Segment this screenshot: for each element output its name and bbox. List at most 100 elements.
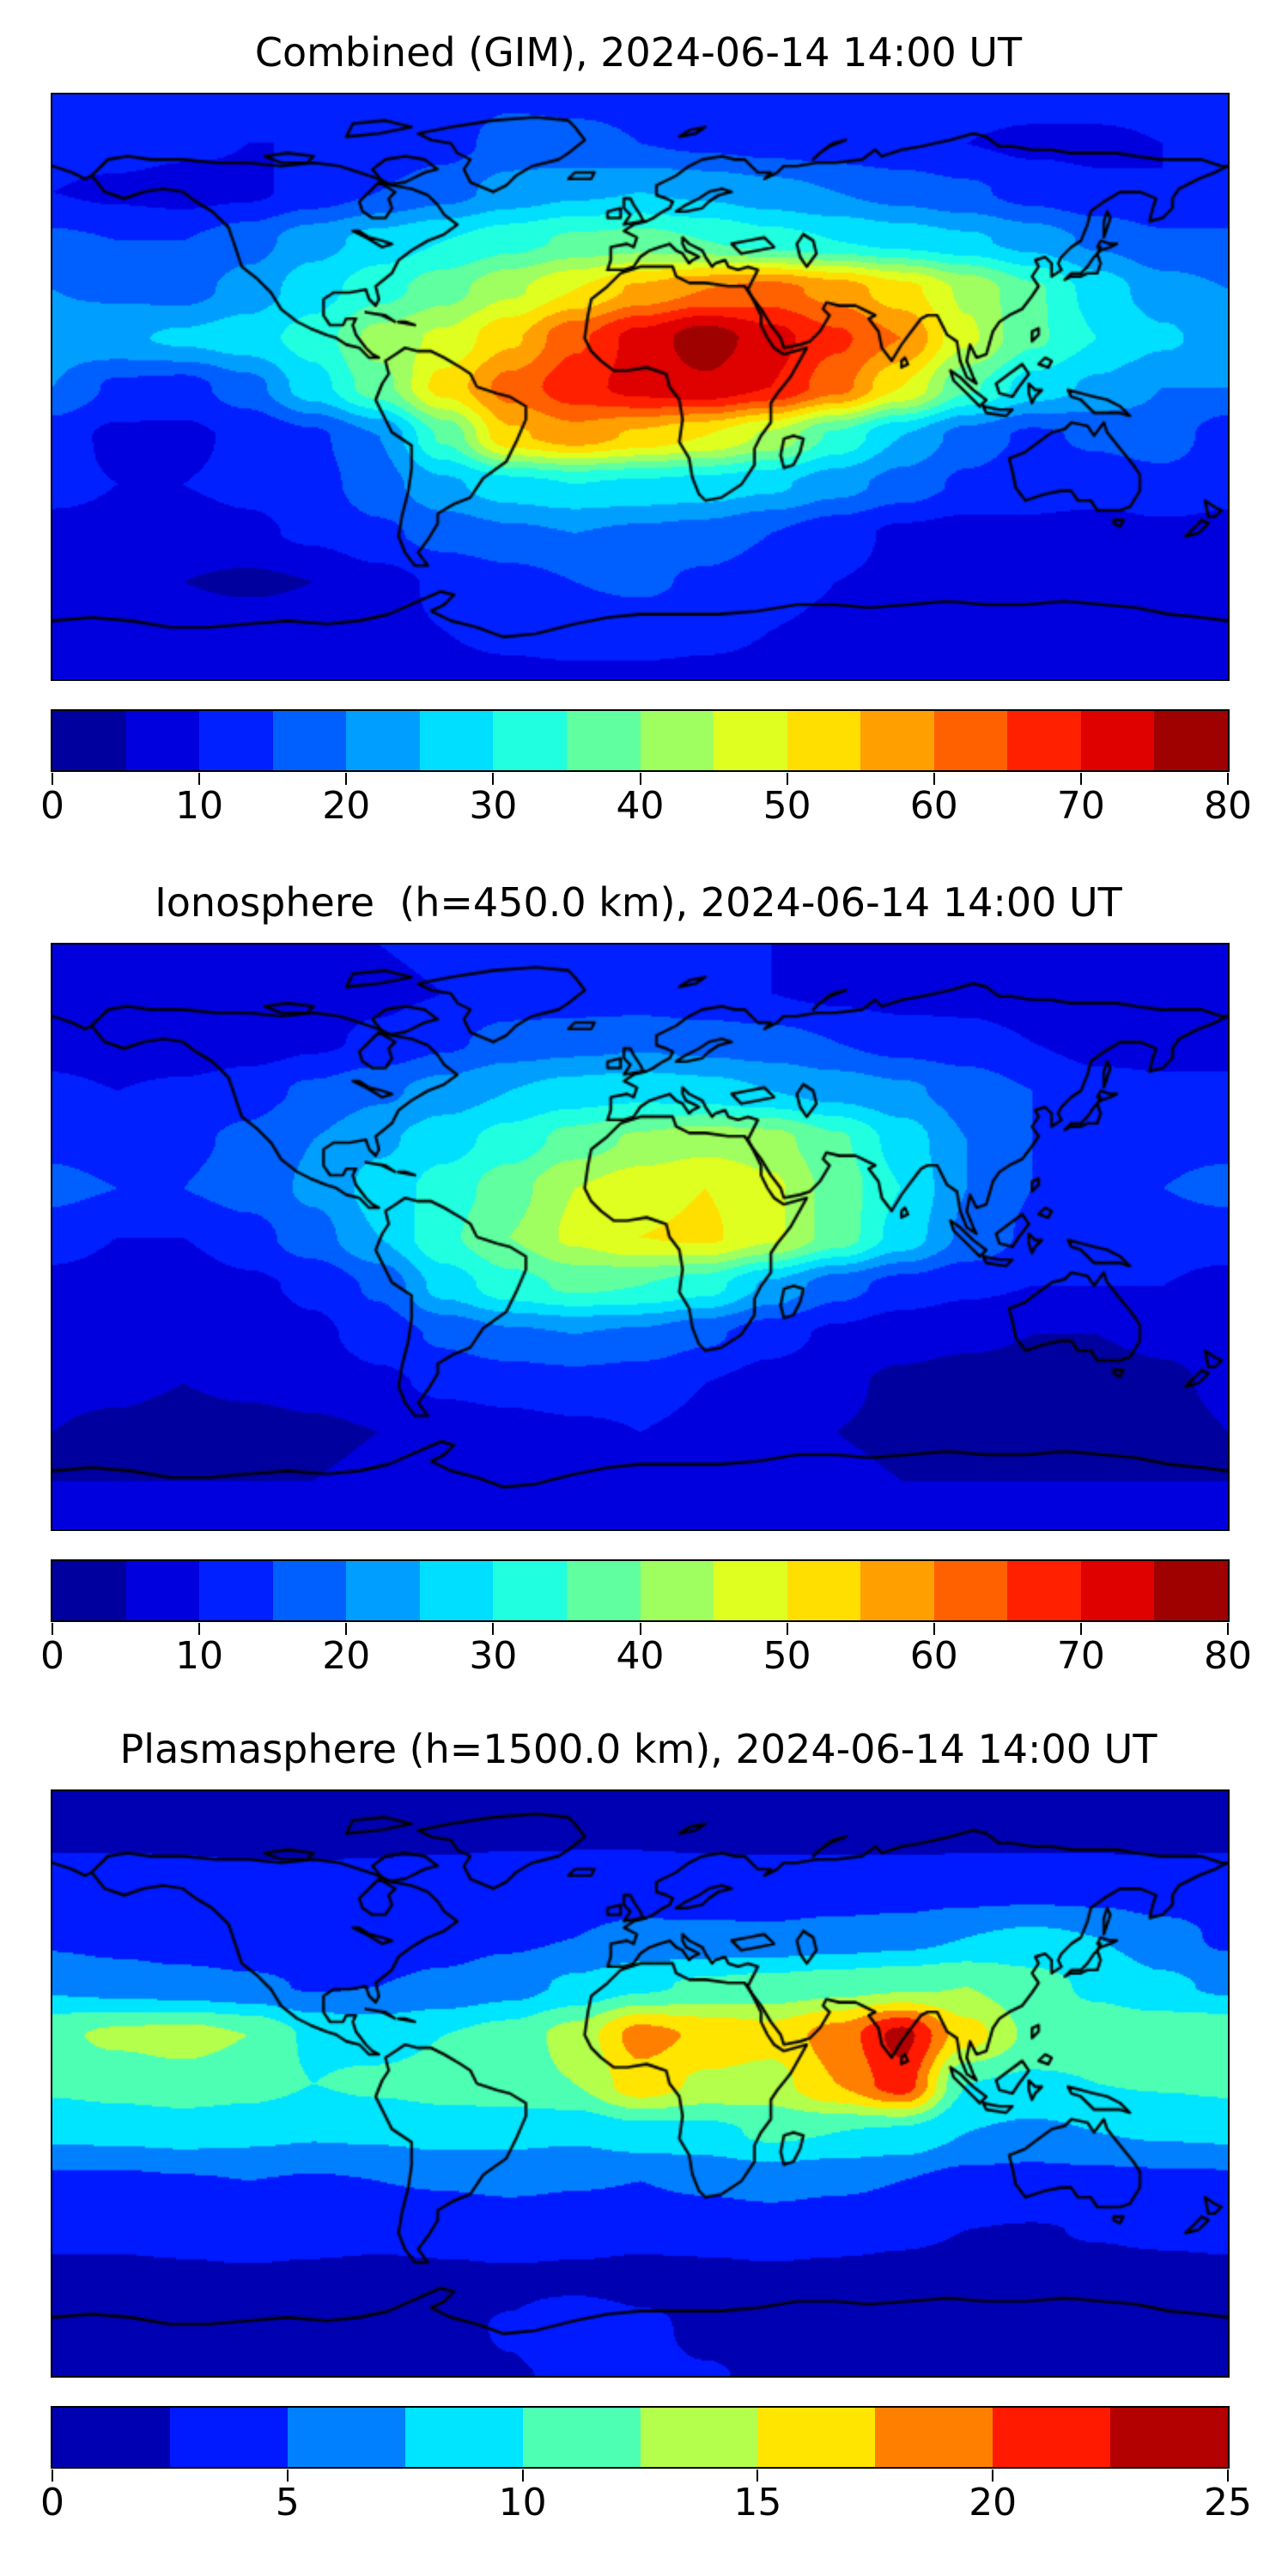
map-canvas bbox=[51, 943, 1230, 1531]
panel-title: Ionosphere (h=450.0 km), 2024-06-14 14:0… bbox=[155, 879, 1122, 926]
colorbar-tick bbox=[52, 2470, 53, 2482]
colorbar-segment bbox=[860, 711, 934, 770]
colorbar-tick-label: 0 bbox=[40, 2481, 64, 2524]
colorbar-tick-label: 50 bbox=[762, 1634, 811, 1678]
map-canvas bbox=[51, 93, 1230, 681]
colorbar-tick-label: 50 bbox=[762, 784, 811, 828]
colorbar-segment bbox=[419, 1561, 494, 1620]
colorbar-segment bbox=[52, 2408, 170, 2467]
colorbar-tick-label: 20 bbox=[969, 2481, 1018, 2524]
panel-title: Plasmasphere (h=1500.0 km), 2024-06-14 1… bbox=[119, 1726, 1157, 1772]
colorbar-segment bbox=[125, 711, 200, 770]
colorbar-tick bbox=[198, 773, 201, 785]
colorbar-tick bbox=[521, 2470, 524, 2482]
panel-ionosphere: Ionosphere (h=450.0 km), 2024-06-14 14:0… bbox=[0, 850, 1288, 1700]
colorbar-tick bbox=[933, 773, 935, 785]
colorbar-tick bbox=[1079, 1623, 1082, 1635]
colorbar-segment bbox=[125, 1561, 200, 1620]
panel-combined-gim: Combined (GIM), 2024-06-14 14:00 UT 0 10 2… bbox=[0, 0, 1288, 850]
colorbar-segment bbox=[199, 1561, 273, 1620]
colorbar-tick bbox=[786, 1623, 788, 1635]
panel-title: Combined (GIM), 2024-06-14 14:00 UT bbox=[254, 29, 1023, 76]
colorbar-segment bbox=[640, 2408, 758, 2467]
colorbar bbox=[51, 2406, 1230, 2469]
colorbar-segment bbox=[199, 711, 273, 770]
colorbar-segment bbox=[787, 1561, 861, 1620]
colorbar-segment bbox=[1154, 1561, 1228, 1620]
colorbar-segment bbox=[860, 1561, 934, 1620]
colorbar bbox=[51, 709, 1230, 772]
colorbar-tick bbox=[756, 2470, 759, 2482]
colorbar-tick-label: 30 bbox=[469, 784, 518, 828]
colorbar-segment bbox=[493, 711, 567, 770]
colorbar-tick-label: 15 bbox=[733, 2481, 782, 2524]
panel-plasmasphere: Plasmasphere (h=1500.0 km), 2024-06-14 1… bbox=[0, 1697, 1288, 2547]
colorbar-segment bbox=[346, 711, 420, 770]
colorbar-tick bbox=[52, 1623, 53, 1635]
colorbar-segment bbox=[933, 1561, 1008, 1620]
colorbar-segment bbox=[933, 711, 1008, 770]
colorbar-tick bbox=[492, 1623, 495, 1635]
colorbar-segment bbox=[714, 1561, 787, 1620]
colorbar-tick bbox=[933, 1623, 935, 1635]
colorbar-tick bbox=[286, 2470, 289, 2482]
colorbar-tick bbox=[198, 1623, 201, 1635]
colorbar-tick bbox=[639, 1623, 641, 1635]
colorbar-tick-label: 30 bbox=[469, 1634, 518, 1678]
colorbar-segment bbox=[566, 711, 641, 770]
colorbar-tick-label: 0 bbox=[40, 1634, 64, 1678]
colorbar-segment bbox=[272, 1561, 347, 1620]
colorbar-segment bbox=[566, 1561, 641, 1620]
colorbar-tick-label: 20 bbox=[322, 784, 371, 828]
colorbar-segment bbox=[1007, 711, 1081, 770]
colorbar-segment bbox=[787, 711, 861, 770]
colorbar-segment bbox=[1110, 2408, 1229, 2467]
colorbar-tick bbox=[992, 2470, 994, 2482]
colorbar bbox=[51, 1559, 1230, 1622]
colorbar-tick bbox=[1079, 773, 1082, 785]
colorbar-tick bbox=[492, 773, 495, 785]
colorbar-tick-label: 10 bbox=[175, 1634, 224, 1678]
colorbar-tick-label: 80 bbox=[1204, 1634, 1252, 1678]
colorbar-tick-label: 70 bbox=[1056, 784, 1105, 828]
colorbar-segment bbox=[714, 711, 787, 770]
colorbar-tick-label: 80 bbox=[1204, 784, 1252, 828]
colorbar-segment bbox=[640, 1561, 714, 1620]
colorbar-segment bbox=[1080, 1561, 1155, 1620]
colorbar-tick-label: 10 bbox=[175, 784, 224, 828]
colorbar-tick-label: 40 bbox=[616, 784, 665, 828]
colorbar-tick bbox=[786, 773, 788, 785]
colorbar-tick bbox=[345, 773, 348, 785]
map-canvas bbox=[51, 1789, 1230, 2378]
colorbar-segment bbox=[757, 2408, 876, 2467]
colorbar-tick bbox=[1227, 1623, 1229, 1635]
colorbar-tick bbox=[1227, 2470, 1229, 2482]
colorbar-tick bbox=[345, 1623, 348, 1635]
colorbar-tick-label: 5 bbox=[275, 2481, 300, 2524]
colorbar-tick-label: 0 bbox=[40, 784, 64, 828]
colorbar-segment bbox=[522, 2408, 641, 2467]
colorbar-segment bbox=[169, 2408, 288, 2467]
colorbar-segment bbox=[1154, 711, 1228, 770]
colorbar-segment bbox=[640, 711, 714, 770]
colorbar-segment bbox=[419, 711, 494, 770]
colorbar-tick-label: 60 bbox=[909, 1634, 958, 1678]
colorbar-segment bbox=[346, 1561, 420, 1620]
colorbar-tick bbox=[1227, 773, 1229, 785]
colorbar-tick bbox=[639, 773, 641, 785]
colorbar-tick-label: 10 bbox=[498, 2481, 547, 2524]
colorbar-segment bbox=[493, 1561, 567, 1620]
colorbar-tick-label: 25 bbox=[1204, 2481, 1252, 2524]
colorbar-segment bbox=[1080, 711, 1155, 770]
colorbar-tick-label: 60 bbox=[909, 784, 958, 828]
colorbar-tick-label: 40 bbox=[616, 1634, 665, 1678]
colorbar-segment bbox=[52, 711, 126, 770]
colorbar-segment bbox=[272, 711, 347, 770]
colorbar-segment bbox=[1007, 1561, 1081, 1620]
colorbar-tick-label: 20 bbox=[322, 1634, 371, 1678]
colorbar-segment bbox=[875, 2408, 993, 2467]
colorbar-segment bbox=[52, 1561, 126, 1620]
colorbar-segment bbox=[993, 2408, 1111, 2467]
colorbar-segment bbox=[404, 2408, 523, 2467]
